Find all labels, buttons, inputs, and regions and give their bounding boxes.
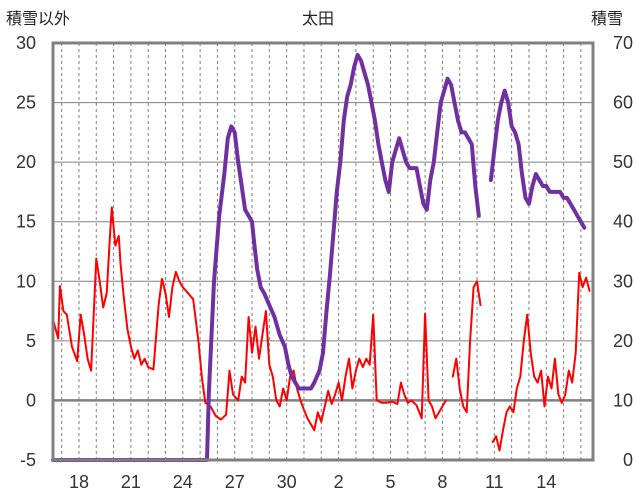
x-tick-label: 18 (69, 472, 89, 492)
frame-layer (51, 41, 595, 462)
right-axis-label: 積雪 (591, 9, 623, 28)
right-tick-label: 50 (613, 152, 633, 172)
x-tick-label: 2 (334, 472, 344, 492)
left-tick-label: 20 (16, 152, 36, 172)
left-axis-label: 積雪以外 (6, 9, 70, 28)
chart-title: 太田 (302, 9, 334, 28)
x-tick-label: 5 (385, 472, 395, 492)
left-tick-label: 25 (16, 93, 36, 113)
grid-layer (53, 42, 593, 461)
left-tick-label: 30 (16, 33, 36, 53)
x-tick-label: 24 (173, 472, 193, 492)
right-tick-label: 10 (613, 390, 633, 410)
plot-frame (51, 41, 595, 462)
x-tick-label: 21 (121, 472, 141, 492)
temperature-line-0 (52, 206, 447, 432)
right-tick-label: 60 (613, 93, 633, 113)
x-tick-label: 8 (437, 472, 447, 492)
snow-depth-line-4 (488, 88, 587, 230)
snow-depth-line-3 (51, 52, 481, 462)
left-tick-label: 5 (26, 331, 36, 351)
left-tick-label: -5 (20, 450, 36, 470)
right-tick-label: 40 (613, 212, 633, 232)
right-tick-label: 70 (613, 33, 633, 53)
temperature-line-2 (491, 271, 591, 452)
x-tick-label: 11 (485, 472, 504, 492)
right-tick-label: 20 (613, 331, 633, 351)
x-tick-label: 27 (225, 472, 245, 492)
left-tick-label: 0 (26, 390, 36, 410)
right-tick-label: 30 (613, 271, 633, 291)
left-tick-label: 15 (16, 212, 36, 232)
x-tick-label: 30 (277, 472, 297, 492)
temperature-line-1 (451, 280, 482, 414)
left-tick-label: 10 (16, 271, 36, 291)
series-layer (51, 52, 591, 462)
right-tick-label: 0 (623, 450, 633, 470)
x-tick-label: 14 (536, 472, 556, 492)
